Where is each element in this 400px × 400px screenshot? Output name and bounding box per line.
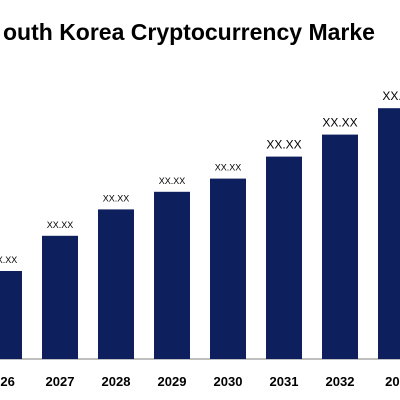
x-tick-2030: 2030 xyxy=(214,374,243,389)
x-tick-2029: 2029 xyxy=(158,374,187,389)
bar-2027 xyxy=(42,235,78,359)
bars-group xyxy=(0,108,400,359)
x-tick-2027: 2027 xyxy=(46,374,75,389)
x-tick-2032: 2032 xyxy=(326,374,355,389)
data-label-026: XX.XX xyxy=(0,255,17,265)
bar-2028 xyxy=(98,209,134,359)
x-tick-026: 026 xyxy=(0,374,15,389)
data-label-2029: XX.XX xyxy=(159,176,186,186)
bar-2031 xyxy=(266,156,302,359)
chart-title: outh Korea Cryptocurrency Marke xyxy=(3,19,375,45)
data-label-2032: XX.XX xyxy=(322,116,357,130)
data-label-2030: XX.XX xyxy=(215,163,242,173)
data-label-2031: XX.XX xyxy=(266,138,301,152)
bar-026 xyxy=(0,271,22,359)
data-label-203: XX.X xyxy=(382,89,400,103)
bar-203 xyxy=(378,108,400,359)
data-labels-group: XX.XX XX.XX XX.XX XX.XX XX.XX XX.XX XX.XX XX.X xyxy=(0,89,400,265)
bar-2032 xyxy=(322,134,358,359)
bar-2029 xyxy=(154,191,190,359)
x-tick-2028: 2028 xyxy=(102,374,131,389)
data-label-2028: XX.XX xyxy=(103,193,130,203)
x-tick-labels-group: 026 2027 2028 2029 2030 2031 2032 203 xyxy=(0,374,400,389)
x-tick-203: 203 xyxy=(385,374,400,389)
data-label-2027: XX.XX xyxy=(47,220,74,230)
x-tick-2031: 2031 xyxy=(270,374,299,389)
bar-2030 xyxy=(210,178,246,359)
